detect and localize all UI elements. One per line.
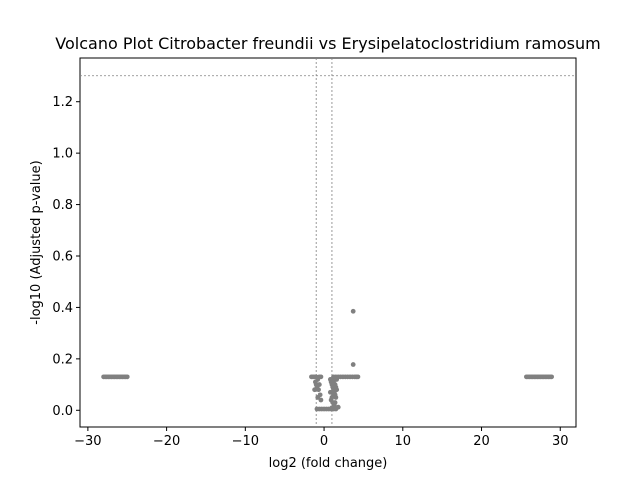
data-point bbox=[318, 374, 324, 380]
data-point bbox=[335, 404, 341, 410]
x-tick-label: −20 bbox=[153, 434, 180, 449]
y-axis: 0.0 0.2 0.4 0.6 0.8 1.0 1.2 bbox=[52, 95, 80, 419]
y-tick-label: 0.2 bbox=[52, 352, 73, 367]
x-tick-label: 10 bbox=[395, 434, 412, 449]
data-point bbox=[312, 387, 318, 393]
data-point bbox=[124, 374, 130, 380]
x-tick-label: 0 bbox=[320, 434, 328, 449]
data-point bbox=[316, 387, 321, 393]
data-points bbox=[101, 308, 554, 412]
y-tick-label: 0.4 bbox=[52, 301, 73, 316]
plot-frame bbox=[79, 57, 577, 428]
y-tick-label: 0.0 bbox=[52, 404, 73, 419]
data-point bbox=[331, 377, 337, 382]
data-point bbox=[315, 395, 321, 400]
data-point bbox=[549, 374, 554, 380]
data-point bbox=[316, 382, 322, 387]
x-tick-label: 20 bbox=[473, 434, 490, 449]
y-axis-label: -log10 (Adjusted p-value) bbox=[29, 160, 44, 324]
x-axis: −30 −20 −10 0 10 20 30 bbox=[74, 427, 569, 449]
data-point bbox=[350, 362, 356, 367]
data-point bbox=[334, 387, 340, 393]
data-point bbox=[355, 374, 361, 380]
plot-area bbox=[79, 57, 577, 428]
y-tick-label: 0.6 bbox=[52, 250, 73, 265]
x-tick-label: −30 bbox=[74, 434, 101, 449]
x-axis-label: log2 (fold change) bbox=[269, 456, 388, 471]
data-point bbox=[329, 395, 335, 400]
chart-title: Volcano Plot Citrobacter freundii vs Ery… bbox=[55, 34, 600, 53]
x-tick-label: −10 bbox=[232, 434, 259, 449]
data-point bbox=[350, 308, 356, 314]
data-point bbox=[327, 389, 333, 395]
y-tick-label: 0.8 bbox=[52, 198, 73, 213]
y-tick-label: 1.0 bbox=[52, 147, 73, 162]
threshold-lines bbox=[80, 58, 576, 427]
y-tick-label: 1.2 bbox=[52, 95, 73, 110]
x-tick-label: 30 bbox=[552, 434, 569, 449]
data-point bbox=[332, 400, 338, 405]
